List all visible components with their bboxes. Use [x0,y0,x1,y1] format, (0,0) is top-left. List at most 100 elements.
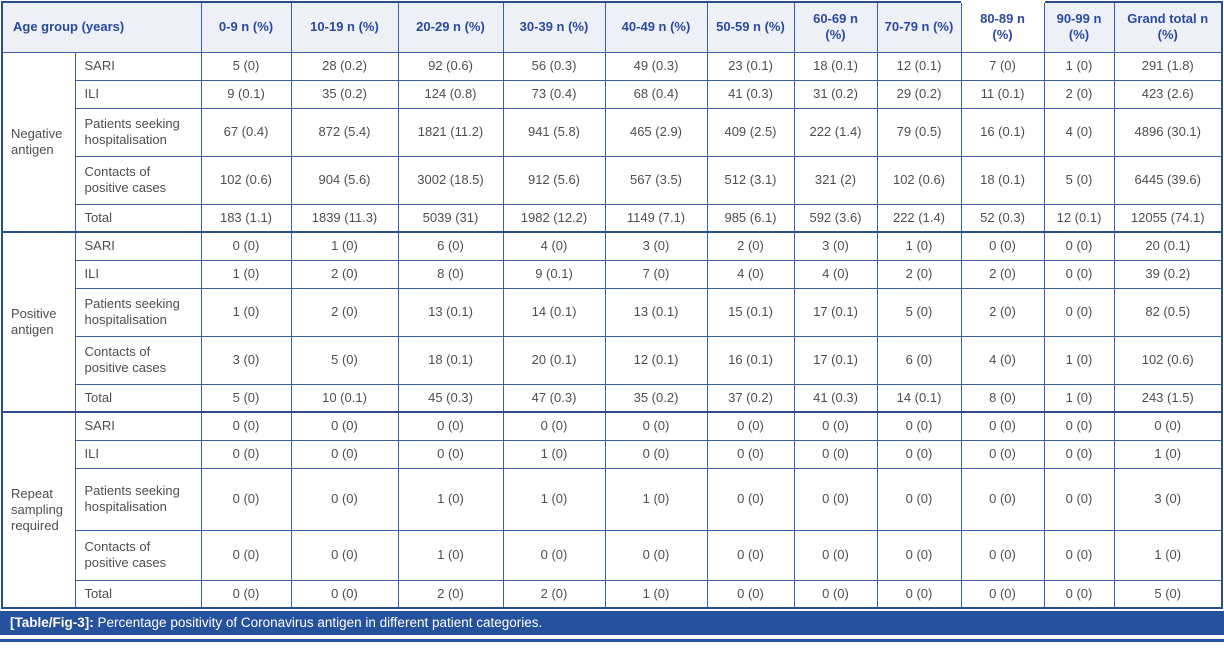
table-row: ILI 1 (0) 2 (0) 8 (0) 9 (0.1) 7 (0) 4 (0) 4 (0)… [2,259,1223,289]
value-cell: 3 (0) [1113,467,1223,531]
value-cell: 0 (0) [200,411,292,441]
category-cell: ILI [74,79,202,109]
value-cell: 29 (0.2) [876,79,962,109]
value-cell: 0 (0) [793,467,878,531]
column-header-30-39-n: 30-39 n (%) [502,1,606,53]
value-cell: 0 (0) [604,439,708,469]
value-cell: 465 (2.9) [604,107,708,157]
value-cell: 18 (0.1) [397,335,504,385]
value-cell: 0 (0) [397,411,504,441]
value-cell: 4 (0) [1043,107,1115,157]
bottom-rule [0,639,1224,642]
value-cell: 12 (0.1) [1043,203,1115,233]
value-cell: 0 (0) [1043,439,1115,469]
value-cell: 17 (0.1) [793,287,878,337]
value-cell: 18 (0.1) [960,155,1045,205]
value-cell: 39 (0.2) [1113,259,1223,289]
category-cell: Patients seeking hospitalisation [74,107,202,157]
value-cell: 6445 (39.6) [1113,155,1223,205]
value-cell: 0 (0) [1043,579,1115,609]
column-header-60-69-n: 60-69 n (%) [793,1,878,53]
value-cell: 9 (0.1) [502,259,606,289]
value-cell: 35 (0.2) [604,383,708,413]
category-cell: Total [74,203,202,233]
value-cell: 14 (0.1) [876,383,962,413]
value-cell: 1 (0) [397,529,504,581]
table-caption: [Table/Fig-3]: Percentage positivity of … [0,611,1224,635]
value-cell: 1 (0) [1113,439,1223,469]
value-cell: 4 (0) [706,259,795,289]
value-cell: 56 (0.3) [502,51,606,81]
value-cell: 10 (0.1) [290,383,399,413]
value-cell: 0 (0) [290,467,399,531]
value-cell: 0 (0) [706,579,795,609]
value-cell: 1 (0) [604,467,708,531]
value-cell: 15 (0.1) [706,287,795,337]
value-cell: 2 (0) [1043,79,1115,109]
value-cell: 0 (0) [1043,231,1115,261]
group-label-cell: Positive antigen [1,231,76,413]
value-cell: 0 (0) [960,231,1045,261]
value-cell: 12 (0.1) [604,335,708,385]
value-cell: 1 (0) [604,579,708,609]
value-cell: 7 (0) [960,51,1045,81]
value-cell: 0 (0) [604,529,708,581]
value-cell: 2 (0) [290,287,399,337]
value-cell: 20 (0.1) [502,335,606,385]
value-cell: 2 (0) [960,287,1045,337]
value-cell: 0 (0) [290,411,399,441]
value-cell: 0 (0) [960,529,1045,581]
value-cell: 0 (0) [397,439,504,469]
value-cell: 0 (0) [960,467,1045,531]
value-cell: 4896 (30.1) [1113,107,1223,157]
value-cell: 4 (0) [502,231,606,261]
value-cell: 1982 (12.2) [502,203,606,233]
table-body: Negative antigen SARI 5 (0) 28 (0.2) 92 (0.6… [1,51,1223,609]
value-cell: 5 (0) [200,51,292,81]
table-row: Repeat sampling required SARI 0 (0) 0 (0) 0 … [1,411,1223,609]
column-header-grand-total-n: Grand total n (%) [1113,1,1223,53]
table-row: Total 183 (1.1) 1839 (11.3) 5039 (31) 1982 (… [2,203,1223,233]
value-cell: 0 (0) [793,411,878,441]
value-cell: 3 (0) [604,231,708,261]
value-cell: 17 (0.1) [793,335,878,385]
category-cell: Total [74,383,202,413]
caption-figure-label: [Table/Fig-3]: [10,615,94,630]
table-row: Negative antigen SARI 5 (0) 28 (0.2) 92 (0.6… [1,51,1223,233]
value-cell: 23 (0.1) [706,51,795,81]
value-cell: 68 (0.4) [604,79,708,109]
value-cell: 82 (0.5) [1113,287,1223,337]
value-cell: 0 (0) [200,579,292,609]
value-cell: 222 (1.4) [876,203,962,233]
category-cell: Contacts of positive cases [74,335,202,385]
value-cell: 41 (0.3) [706,79,795,109]
column-header-20-29-n: 20-29 n (%) [397,1,504,53]
value-cell: 73 (0.4) [502,79,606,109]
value-cell: 12 (0.1) [876,51,962,81]
column-header-10-19-n: 10-19 n (%) [290,1,399,53]
table-row: ILI 0 (0) 0 (0) 0 (0) 1 (0) 0 (0) 0 (0) 0 (0) 0 … [2,439,1223,469]
category-cell: Patients seeking hospitalisation [74,287,202,337]
value-cell: 47 (0.3) [502,383,606,413]
value-cell: 291 (1.8) [1113,51,1223,81]
value-cell: 3 (0) [793,231,878,261]
value-cell: 1 (0) [502,439,606,469]
value-cell: 2 (0) [960,259,1045,289]
value-cell: 0 (0) [1113,411,1223,441]
value-cell: 67 (0.4) [200,107,292,157]
value-cell: 1821 (11.2) [397,107,504,157]
value-cell: 18 (0.1) [793,51,878,81]
value-cell: 3002 (18.5) [397,155,504,205]
value-cell: 567 (3.5) [604,155,708,205]
value-cell: 2 (0) [706,231,795,261]
caption-text: Percentage positivity of Coronavirus ant… [97,615,543,630]
value-cell: 941 (5.8) [502,107,606,157]
value-cell: 409 (2.5) [706,107,795,157]
value-cell: 92 (0.6) [397,51,504,81]
value-cell: 31 (0.2) [793,79,878,109]
table-header: Age group (years) 0-9 n (%) 10-19 n (%) 20… [1,1,1223,53]
value-cell: 912 (5.6) [502,155,606,205]
value-cell: 1 (0) [502,467,606,531]
column-header-50-59-n: 50-59 n (%) [706,1,795,53]
